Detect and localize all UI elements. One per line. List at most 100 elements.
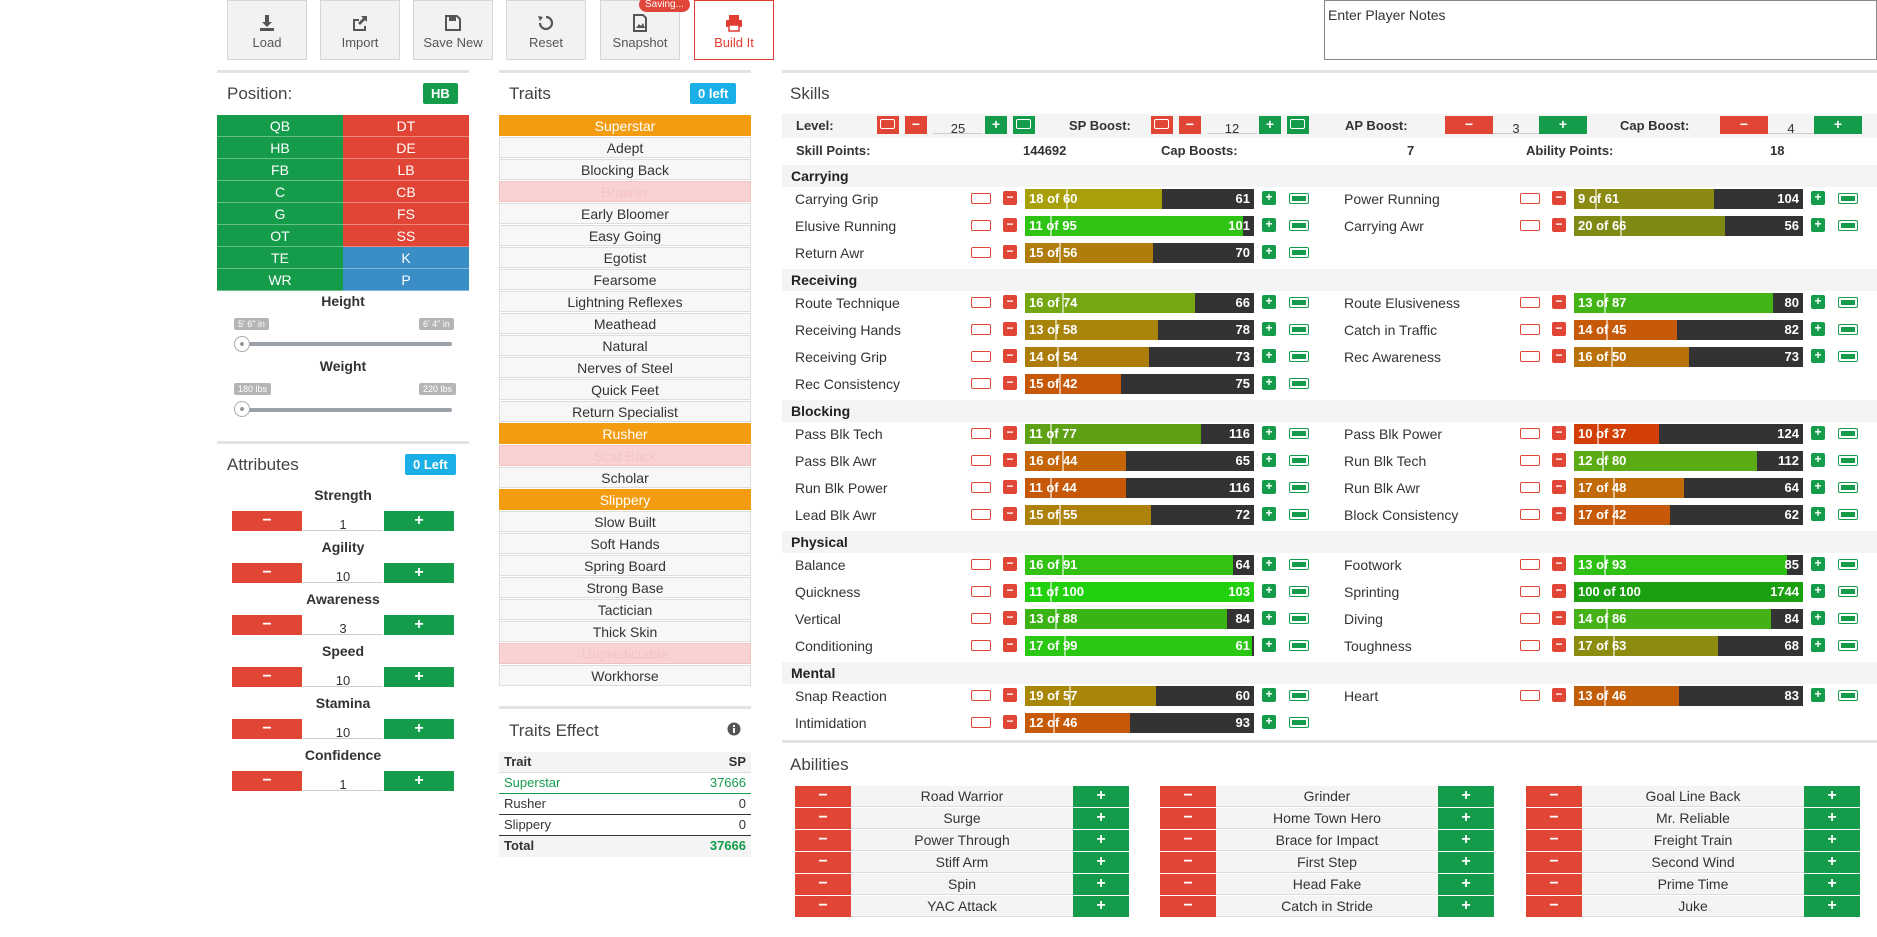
skill-max-icon[interactable] <box>1289 351 1309 362</box>
skill-minus-icon[interactable]: − <box>1552 480 1566 494</box>
skill-plus-icon[interactable]: + <box>1262 715 1276 729</box>
position-dt[interactable]: DT <box>343 115 469 137</box>
skill-minus-icon[interactable]: − <box>1003 557 1017 571</box>
ability-plus-grinder[interactable]: + <box>1438 786 1494 807</box>
position-ot[interactable]: OT <box>217 225 343 247</box>
skill-minus-icon[interactable]: − <box>1552 426 1566 440</box>
skill-minus-icon[interactable]: − <box>1552 507 1566 521</box>
snapshot-button[interactable]: Saving... Snapshot <box>600 0 690 60</box>
stamina-minus-button[interactable]: − <box>232 719 302 739</box>
skill-min-icon[interactable] <box>1520 297 1540 308</box>
skill-minus-icon[interactable]: − <box>1552 557 1566 571</box>
skill-min-icon[interactable] <box>971 247 991 258</box>
build-it-button[interactable]: Build It <box>694 0 774 60</box>
skill-plus-icon[interactable]: + <box>1262 638 1276 652</box>
ability-minus-grinder[interactable]: − <box>1160 786 1216 807</box>
skill-plus-icon[interactable]: + <box>1811 218 1825 232</box>
speed-plus-button[interactable]: + <box>384 667 454 687</box>
skill-max-icon[interactable] <box>1289 509 1309 520</box>
skill-max-icon[interactable] <box>1838 297 1858 308</box>
ability-plus-yac-attack[interactable]: + <box>1073 896 1129 917</box>
skill-minus-icon[interactable]: − <box>1552 322 1566 336</box>
skill-min-icon[interactable] <box>971 613 991 624</box>
position-fb[interactable]: FB <box>217 159 343 181</box>
ability-minus-stiff-arm[interactable]: − <box>795 852 851 873</box>
skill-min-icon[interactable] <box>971 586 991 597</box>
skill-minus-icon[interactable]: − <box>1003 453 1017 467</box>
ability-plus-second-wind[interactable]: + <box>1804 852 1860 873</box>
skill-min-icon[interactable] <box>971 455 991 466</box>
ability-minus-road-warrior[interactable]: − <box>795 786 851 807</box>
agility-plus-button[interactable]: + <box>384 563 454 583</box>
ability-plus-power-through[interactable]: + <box>1073 830 1129 851</box>
ability-plus-goal-line-back[interactable]: + <box>1804 786 1860 807</box>
skill-max-icon[interactable] <box>1838 428 1858 439</box>
trait-nerves-of-steel[interactable]: Nerves of Steel <box>499 357 751 378</box>
skill-min-icon[interactable] <box>971 640 991 651</box>
player-notes-input[interactable]: Enter Player Notes <box>1324 0 1877 60</box>
skill-plus-icon[interactable]: + <box>1811 426 1825 440</box>
skill-plus-icon[interactable]: + <box>1811 349 1825 363</box>
skill-minus-icon[interactable]: − <box>1003 584 1017 598</box>
ability-plus-catch-in-stride[interactable]: + <box>1438 896 1494 917</box>
skill-min-icon[interactable] <box>1520 586 1540 597</box>
skill-max-icon[interactable] <box>1838 220 1858 231</box>
skill-plus-icon[interactable]: + <box>1262 245 1276 259</box>
trait-early-bloomer[interactable]: Early Bloomer <box>499 203 751 224</box>
skill-minus-icon[interactable]: − <box>1552 584 1566 598</box>
trait-strong-base[interactable]: Strong Base <box>499 577 751 598</box>
skill-minus-icon[interactable]: − <box>1552 191 1566 205</box>
skill-max-icon[interactable] <box>1289 455 1309 466</box>
skill-plus-icon[interactable]: + <box>1811 688 1825 702</box>
ability-minus-first-step[interactable]: − <box>1160 852 1216 873</box>
skill-plus-icon[interactable]: + <box>1811 322 1825 336</box>
agility-value[interactable]: 10 <box>303 563 383 584</box>
cap-boost-minus-button[interactable]: − <box>1720 116 1768 134</box>
skill-min-icon[interactable] <box>971 509 991 520</box>
skill-plus-icon[interactable]: + <box>1811 638 1825 652</box>
trait-scholar[interactable]: Scholar <box>499 467 751 488</box>
skill-min-icon[interactable] <box>1520 193 1540 204</box>
ability-minus-yac-attack[interactable]: − <box>795 896 851 917</box>
skill-minus-icon[interactable]: − <box>1003 611 1017 625</box>
skill-minus-icon[interactable]: − <box>1003 688 1017 702</box>
skill-plus-icon[interactable]: + <box>1262 557 1276 571</box>
skill-minus-icon[interactable]: − <box>1552 453 1566 467</box>
stamina-value[interactable]: 10 <box>303 719 383 740</box>
trait-slippery[interactable]: Slippery <box>499 489 751 510</box>
skill-min-icon[interactable] <box>1520 351 1540 362</box>
skill-plus-icon[interactable]: + <box>1811 611 1825 625</box>
skill-plus-icon[interactable]: + <box>1811 453 1825 467</box>
trait-adept[interactable]: Adept <box>499 137 751 158</box>
skill-max-icon[interactable] <box>1289 717 1309 728</box>
skill-min-icon[interactable] <box>971 297 991 308</box>
confidence-minus-button[interactable]: − <box>232 771 302 791</box>
ability-minus-head-fake[interactable]: − <box>1160 874 1216 895</box>
level-minus-button[interactable]: − <box>905 116 927 134</box>
info-icon[interactable] <box>727 722 741 736</box>
trait-spring-board[interactable]: Spring Board <box>499 555 751 576</box>
position-p[interactable]: P <box>343 269 469 291</box>
ability-plus-road-warrior[interactable]: + <box>1073 786 1129 807</box>
skill-min-icon[interactable] <box>971 351 991 362</box>
skill-minus-icon[interactable]: − <box>1552 349 1566 363</box>
skill-plus-icon[interactable]: + <box>1262 295 1276 309</box>
ability-minus-mr-reliable[interactable]: − <box>1526 808 1582 829</box>
skill-plus-icon[interactable]: + <box>1811 507 1825 521</box>
skill-min-icon[interactable] <box>971 193 991 204</box>
skill-max-icon[interactable] <box>1289 428 1309 439</box>
sp-boost-value[interactable]: 12 <box>1207 116 1257 136</box>
skill-min-icon[interactable] <box>1520 509 1540 520</box>
ability-plus-first-step[interactable]: + <box>1438 852 1494 873</box>
skill-minus-icon[interactable]: − <box>1003 295 1017 309</box>
skill-min-icon[interactable] <box>1520 482 1540 493</box>
trait-natural[interactable]: Natural <box>499 335 751 356</box>
ability-plus-stiff-arm[interactable]: + <box>1073 852 1129 873</box>
skill-plus-icon[interactable]: + <box>1262 191 1276 205</box>
cap-boost-plus-button[interactable]: + <box>1814 116 1862 134</box>
sp-boost-max-button[interactable] <box>1287 116 1309 134</box>
skill-max-icon[interactable] <box>1289 586 1309 597</box>
skill-min-icon[interactable] <box>971 717 991 728</box>
level-value[interactable]: 25 <box>933 116 983 136</box>
trait-return-specialist[interactable]: Return Specialist <box>499 401 751 422</box>
